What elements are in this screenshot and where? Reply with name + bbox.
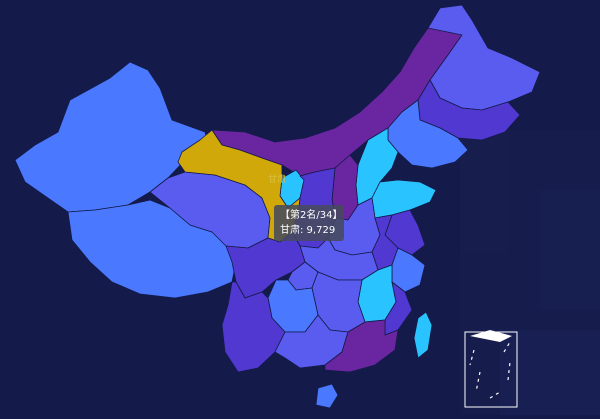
south-china-sea-inset (464, 330, 518, 408)
region-taiwan[interactable] (413, 311, 433, 359)
tooltip-rank: 【第2名/34】 (280, 210, 343, 221)
tooltip-value: 甘肃: 9,729 (280, 225, 336, 236)
region-guangdong[interactable] (324, 319, 399, 373)
region-hainan[interactable] (315, 383, 339, 409)
region-heilongjiang[interactable] (427, 4, 541, 111)
region-tooltip: 【第2名/34】 甘肃: 9,729 (274, 205, 344, 241)
gansu-map-label: 甘肃 (268, 175, 287, 185)
background-blocks (460, 130, 600, 415)
